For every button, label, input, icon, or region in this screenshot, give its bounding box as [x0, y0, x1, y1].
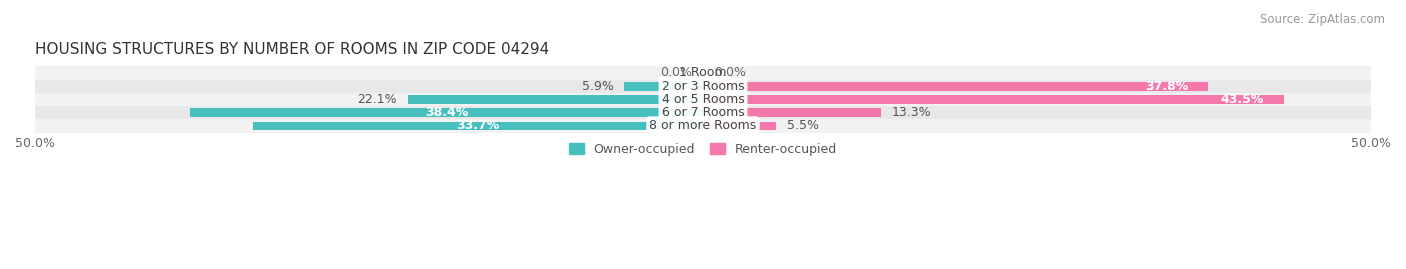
- Text: 0.0%: 0.0%: [714, 66, 745, 79]
- Bar: [408, 95, 703, 104]
- Legend: Owner-occupied, Renter-occupied: Owner-occupied, Renter-occupied: [564, 138, 842, 161]
- Bar: [703, 108, 880, 117]
- Bar: [35, 119, 1371, 133]
- Bar: [190, 108, 703, 117]
- Text: 33.7%: 33.7%: [457, 119, 499, 132]
- Bar: [35, 66, 1371, 80]
- Text: 2 or 3 Rooms: 2 or 3 Rooms: [662, 80, 744, 93]
- Bar: [703, 122, 776, 130]
- Text: 6 or 7 Rooms: 6 or 7 Rooms: [662, 106, 744, 119]
- Text: 1 Room: 1 Room: [679, 66, 727, 79]
- Bar: [703, 95, 1284, 104]
- Bar: [624, 82, 703, 91]
- Text: 8 or more Rooms: 8 or more Rooms: [650, 119, 756, 132]
- Text: 38.4%: 38.4%: [425, 106, 468, 119]
- Text: 0.0%: 0.0%: [661, 66, 692, 79]
- Bar: [35, 80, 1371, 93]
- Text: HOUSING STRUCTURES BY NUMBER OF ROOMS IN ZIP CODE 04294: HOUSING STRUCTURES BY NUMBER OF ROOMS IN…: [35, 42, 550, 57]
- Text: 4 or 5 Rooms: 4 or 5 Rooms: [662, 93, 744, 106]
- Text: 37.8%: 37.8%: [1144, 80, 1188, 93]
- Text: Source: ZipAtlas.com: Source: ZipAtlas.com: [1260, 13, 1385, 26]
- Bar: [253, 122, 703, 130]
- Bar: [703, 82, 1208, 91]
- Bar: [35, 93, 1371, 106]
- Text: 5.5%: 5.5%: [787, 119, 820, 132]
- Bar: [35, 106, 1371, 119]
- Text: 22.1%: 22.1%: [357, 93, 396, 106]
- Text: 43.5%: 43.5%: [1220, 93, 1264, 106]
- Text: 5.9%: 5.9%: [582, 80, 613, 93]
- Text: 13.3%: 13.3%: [891, 106, 931, 119]
